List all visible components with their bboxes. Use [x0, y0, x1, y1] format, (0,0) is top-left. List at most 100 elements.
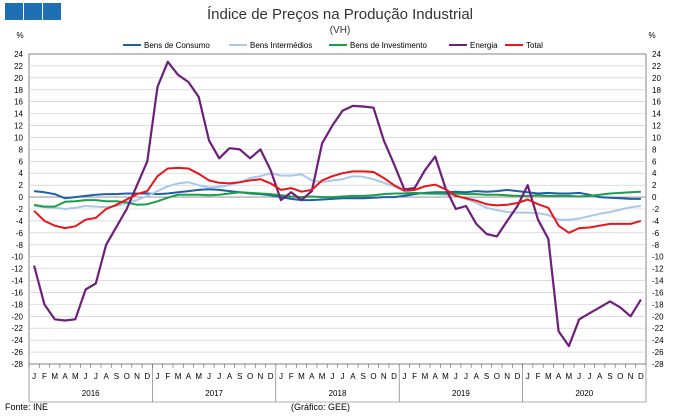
- y-tick-label-right: -8: [652, 241, 660, 250]
- x-tick-label-month: J: [526, 372, 530, 381]
- series-line-bens-de-consumo: [33, 188, 641, 202]
- y-tick-label-left: -4: [16, 217, 24, 226]
- legend-label: Bens de Consumo: [144, 41, 210, 50]
- logo-block-1: [5, 3, 23, 20]
- y-tick-label-left: -10: [11, 253, 23, 262]
- x-tick-label-month: A: [186, 372, 192, 381]
- x-tick-label-month: J: [577, 372, 581, 381]
- y-axis-unit-right: %: [648, 31, 655, 40]
- x-tick-label-month: J: [454, 372, 458, 381]
- x-tick-label-month: N: [628, 372, 634, 381]
- y-tick-label-left: -14: [11, 277, 23, 286]
- x-tick-label-month: J: [464, 372, 468, 381]
- x-tick-label-month: J: [587, 372, 591, 381]
- y-tick-label-left: 8: [19, 145, 24, 154]
- y-tick-label-left: -22: [11, 324, 23, 333]
- chart-title: Índice de Preços na Produção Industrial: [207, 6, 473, 23]
- y-tick-label-left: -24: [11, 336, 23, 345]
- x-tick-label-month: F: [165, 372, 170, 381]
- x-tick-label-month: D: [144, 372, 150, 381]
- x-tick-label-month: S: [361, 372, 366, 381]
- y-tick-label-left: -6: [16, 229, 24, 238]
- y-tick-label-left: 22: [14, 62, 23, 71]
- y-tick-label-right: 18: [652, 86, 661, 95]
- y-tick-label-right: 2: [652, 181, 657, 190]
- logo-block-3: [43, 3, 61, 20]
- y-tick-label-left: 24: [14, 50, 23, 59]
- x-tick-label-month: M: [442, 372, 449, 381]
- x-tick-label-month: J: [94, 372, 98, 381]
- x-tick-label-month: M: [298, 372, 305, 381]
- y-tick-label-right: -26: [652, 348, 664, 357]
- y-tick-label-left: -20: [11, 312, 23, 321]
- y-tick-label-right: -18: [652, 300, 664, 309]
- y-tick-label-left: 12: [14, 122, 23, 131]
- x-tick-label-year: 2016: [82, 389, 100, 398]
- y-tick-label-right: 10: [652, 133, 661, 142]
- x-tick-label-month: F: [289, 372, 294, 381]
- y-tick-label-right: -4: [652, 217, 660, 226]
- y-tick-label-right: -14: [652, 277, 664, 286]
- y-tick-label-right: 22: [652, 62, 661, 71]
- x-tick-label-month: O: [124, 372, 130, 381]
- x-tick-label-month: F: [42, 372, 47, 381]
- y-tick-label-left: 10: [14, 133, 23, 142]
- y-tick-label-right: -10: [652, 253, 664, 262]
- x-tick-label-month: A: [556, 372, 562, 381]
- series-line-bens-interm-dios: [33, 172, 642, 221]
- y-tick-label-left: -16: [11, 288, 23, 297]
- x-tick-label-month: N: [381, 372, 387, 381]
- x-tick-label-month: A: [474, 372, 480, 381]
- y-tick-label-right: -16: [652, 288, 664, 297]
- y-tick-label-right: -24: [652, 336, 664, 345]
- x-tick-label-year: 2020: [575, 389, 593, 398]
- y-tick-label-right: 12: [652, 122, 661, 131]
- x-tick-label-year: 2018: [329, 389, 347, 398]
- x-tick-label-month: J: [32, 372, 36, 381]
- x-tick-label-month: J: [330, 372, 334, 381]
- x-tick-label-month: A: [227, 372, 233, 381]
- x-tick-label-month: J: [217, 372, 221, 381]
- x-tick-label-month: A: [309, 372, 315, 381]
- y-tick-label-right: -6: [652, 229, 660, 238]
- y-tick-label-right: 6: [652, 157, 657, 166]
- y-tick-label-right: -2: [652, 205, 660, 214]
- x-tick-label-month: A: [433, 372, 439, 381]
- x-tick-label-month: M: [72, 372, 79, 381]
- x-tick-label-month: M: [51, 372, 58, 381]
- x-tick-label-month: A: [597, 372, 603, 381]
- y-tick-label-right: -28: [652, 360, 664, 369]
- series-line-energia: [33, 60, 642, 348]
- legend-label: Bens de Investimento: [350, 41, 427, 50]
- y-tick-label-left: 18: [14, 86, 23, 95]
- y-tick-label-right: 24: [652, 50, 661, 59]
- x-tick-label-month: O: [494, 372, 500, 381]
- y-tick-label-right: 4: [652, 169, 657, 178]
- series-line-bens-de-investimento: [33, 190, 641, 208]
- x-tick-label-month: J: [402, 372, 406, 381]
- x-tick-label-month: M: [195, 372, 202, 381]
- x-tick-label-month: S: [237, 372, 242, 381]
- x-tick-label-month: J: [279, 372, 283, 381]
- x-tick-label-month: A: [103, 372, 109, 381]
- x-tick-label-month: D: [515, 372, 521, 381]
- y-tick-label-right: 16: [652, 98, 661, 107]
- x-tick-label-month: S: [484, 372, 489, 381]
- y-tick-label-left: -12: [11, 265, 23, 274]
- y-tick-label-right: -22: [652, 324, 664, 333]
- y-tick-label-left: 2: [19, 181, 24, 190]
- y-tick-label-right: -20: [652, 312, 664, 321]
- x-tick-label-month: A: [350, 372, 356, 381]
- x-tick-label-month: F: [412, 372, 417, 381]
- chart-subtitle: (VH): [329, 25, 351, 36]
- x-tick-label-year: 2019: [452, 389, 470, 398]
- x-tick-label-month: S: [114, 372, 119, 381]
- y-tick-label-left: 14: [14, 110, 23, 119]
- x-tick-label-month: J: [84, 372, 88, 381]
- x-tick-label-year: 2017: [205, 389, 223, 398]
- x-tick-label-month: O: [247, 372, 253, 381]
- y-tick-label-right: 0: [652, 193, 657, 202]
- x-tick-label-month: N: [134, 372, 140, 381]
- x-tick-label-month: M: [545, 372, 552, 381]
